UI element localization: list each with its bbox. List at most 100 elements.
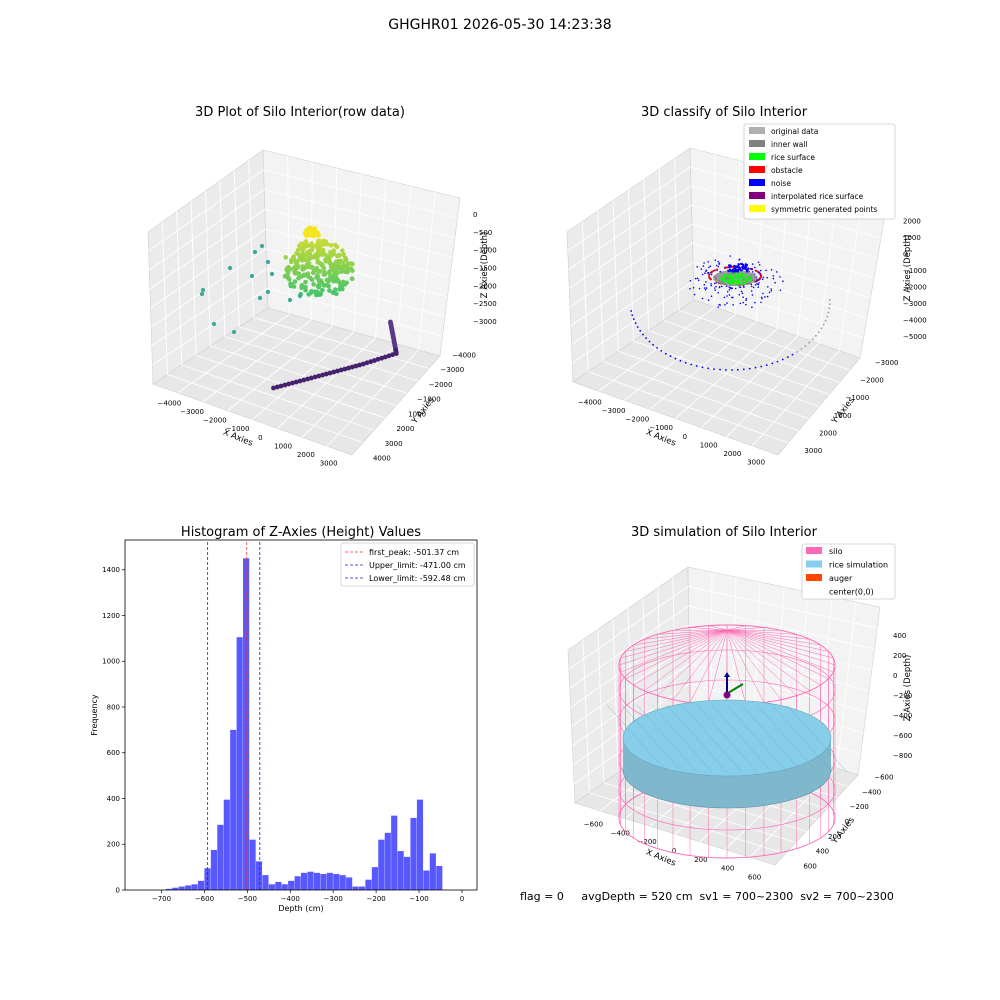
data-point [342, 281, 348, 286]
y-axis-tick-label: 200 [828, 833, 841, 841]
noise-point [728, 264, 731, 267]
noise-point [745, 299, 747, 302]
noise-point [733, 269, 736, 272]
wall-point [632, 318, 635, 320]
data-point [314, 243, 320, 249]
left-pane [147, 149, 269, 385]
noise-point [750, 283, 753, 286]
y-axis-tick-label: 2000 [396, 425, 414, 433]
data-point [341, 252, 347, 258]
data-point [320, 263, 325, 268]
data-point [303, 239, 309, 244]
noise-point [741, 267, 745, 270]
data-point [327, 260, 332, 266]
data-point [339, 265, 344, 270]
back-pane [689, 147, 889, 359]
rice-point [726, 275, 729, 278]
noise-point [714, 275, 716, 278]
data-point [326, 270, 332, 276]
noise-point [729, 255, 731, 257]
data-point [309, 265, 314, 270]
noise-point [736, 265, 739, 268]
data-point [324, 241, 330, 247]
back-pane [262, 149, 461, 357]
data-point [303, 253, 308, 258]
mesh-line [786, 704, 848, 773]
data-point [319, 241, 324, 247]
rice-point [737, 280, 739, 282]
noise-point [709, 265, 712, 268]
data-point [390, 330, 395, 335]
data-point [393, 349, 399, 355]
data-point [344, 268, 350, 273]
data-point [326, 254, 332, 260]
grid-line [689, 702, 861, 755]
data-point [393, 346, 398, 352]
data-point [342, 263, 347, 269]
classified-points [630, 255, 831, 371]
noise-point [759, 269, 762, 272]
legend-label: first_peak: -501.37 cm [369, 548, 459, 557]
data-point [328, 243, 334, 248]
y-axis-tick-label: 4000 [373, 455, 391, 463]
data-point [333, 259, 339, 265]
data-point [330, 262, 336, 267]
data-point [292, 271, 298, 276]
rice-point [740, 278, 742, 280]
silo-roof-rib [726, 629, 836, 666]
data-point [292, 268, 298, 274]
wall-point [695, 365, 698, 367]
rice-point [738, 275, 740, 278]
z-axis-tick-label: −500 [473, 229, 492, 237]
wall-point [639, 329, 642, 332]
data-point [265, 259, 271, 265]
x-axis-tick-label: −2000 [203, 417, 227, 425]
data-point [310, 254, 316, 260]
noise-point [720, 271, 723, 274]
noise-point [730, 270, 733, 273]
noise-point [742, 267, 745, 270]
obstacle-point [739, 283, 742, 286]
data-point [340, 248, 345, 253]
rice-point [736, 280, 738, 283]
noise-point [707, 271, 710, 274]
histogram-bar [339, 875, 346, 890]
obstacle-point [744, 266, 747, 269]
wall-point [660, 350, 663, 352]
noise-point [704, 272, 706, 275]
data-point [323, 371, 329, 377]
histogram-bar [294, 876, 301, 890]
wall-point [822, 323, 825, 326]
noise-point [718, 286, 721, 289]
data-point [336, 263, 342, 268]
wall-point [817, 331, 820, 334]
noise-point [742, 301, 745, 304]
noise-point [701, 273, 704, 276]
rice-point [736, 276, 739, 279]
data-point [326, 279, 331, 284]
data-point [227, 265, 233, 271]
wall-point [731, 369, 733, 371]
z-axis-tick-label: −600 [893, 732, 912, 740]
data-point [348, 261, 353, 266]
data-point [265, 289, 271, 295]
silo-roof-rib [726, 629, 829, 679]
data-point [316, 373, 322, 379]
data-point [389, 326, 395, 332]
y-axis-tick-label: −2000 [429, 381, 453, 389]
data-point [386, 353, 392, 359]
noise-point [719, 271, 722, 274]
data-point [249, 273, 255, 279]
data-point [304, 257, 310, 263]
silo-roof-rib [726, 625, 746, 631]
noise-point [731, 269, 734, 272]
data-point [293, 379, 299, 385]
data-point [314, 230, 320, 236]
rice-point [739, 278, 742, 280]
wall-point [800, 348, 803, 350]
rice-point [722, 275, 725, 278]
data-point [300, 264, 305, 269]
data-point [303, 230, 309, 236]
data-point [316, 246, 321, 252]
noise-point [746, 280, 748, 283]
